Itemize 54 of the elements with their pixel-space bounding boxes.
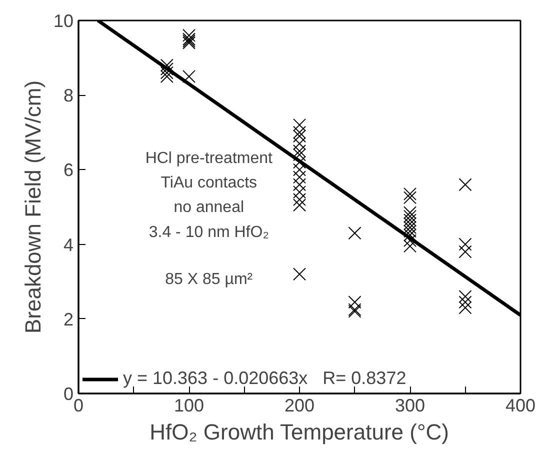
point bbox=[182, 28, 196, 42]
y-tick-label: 2 bbox=[63, 309, 74, 330]
point bbox=[292, 198, 306, 212]
x-axis-title: HfO₂ Growth Temperature (°C) bbox=[150, 420, 449, 444]
point bbox=[458, 290, 472, 304]
point bbox=[182, 70, 196, 83]
point bbox=[403, 187, 417, 200]
annotation: TiAu contacts bbox=[160, 174, 258, 192]
x-tick-label: 400 bbox=[505, 396, 536, 416]
point bbox=[403, 224, 417, 238]
y-axis-title: Breakdown Field (MV/cm) bbox=[20, 80, 46, 334]
y-tick-label: 6 bbox=[63, 160, 74, 180]
point bbox=[292, 130, 306, 143]
point bbox=[458, 238, 472, 251]
point bbox=[403, 210, 417, 223]
point bbox=[458, 296, 472, 309]
x-tick-label: 300 bbox=[394, 396, 426, 416]
x-tick-label: 200 bbox=[284, 396, 315, 416]
annotation: no anneal bbox=[174, 199, 244, 216]
annotation: 85 X 85 µm² bbox=[165, 270, 254, 288]
y-tick-label: 4 bbox=[63, 234, 74, 255]
annotation: HCl pre-treatment bbox=[145, 150, 274, 168]
point bbox=[403, 228, 417, 242]
point bbox=[403, 221, 417, 234]
point bbox=[403, 206, 417, 220]
point bbox=[403, 217, 417, 230]
y-tick-label: 10 bbox=[53, 11, 74, 31]
point bbox=[292, 193, 306, 206]
point bbox=[403, 234, 417, 248]
point bbox=[292, 118, 306, 132]
point bbox=[160, 58, 174, 72]
point bbox=[160, 66, 174, 80]
point bbox=[292, 144, 306, 158]
point bbox=[292, 268, 306, 281]
point bbox=[292, 178, 306, 192]
x-tick-label: 100 bbox=[174, 396, 204, 416]
point bbox=[403, 191, 417, 204]
point bbox=[292, 137, 306, 150]
annotation: 3.4 - 10 nm HfO₂ bbox=[148, 224, 269, 241]
point bbox=[348, 226, 362, 240]
point bbox=[292, 126, 306, 139]
point bbox=[292, 163, 306, 176]
point bbox=[348, 296, 362, 309]
point bbox=[292, 148, 306, 162]
point bbox=[292, 170, 306, 184]
legend-label: y = 10.363 - 0.020663x R= 0.8372 bbox=[123, 368, 406, 389]
point bbox=[458, 178, 472, 192]
point bbox=[403, 214, 417, 227]
point bbox=[458, 301, 472, 314]
point bbox=[292, 186, 306, 199]
point bbox=[160, 70, 174, 83]
point bbox=[458, 245, 472, 258]
y-tick-label: 8 bbox=[63, 86, 74, 106]
point bbox=[403, 240, 417, 253]
